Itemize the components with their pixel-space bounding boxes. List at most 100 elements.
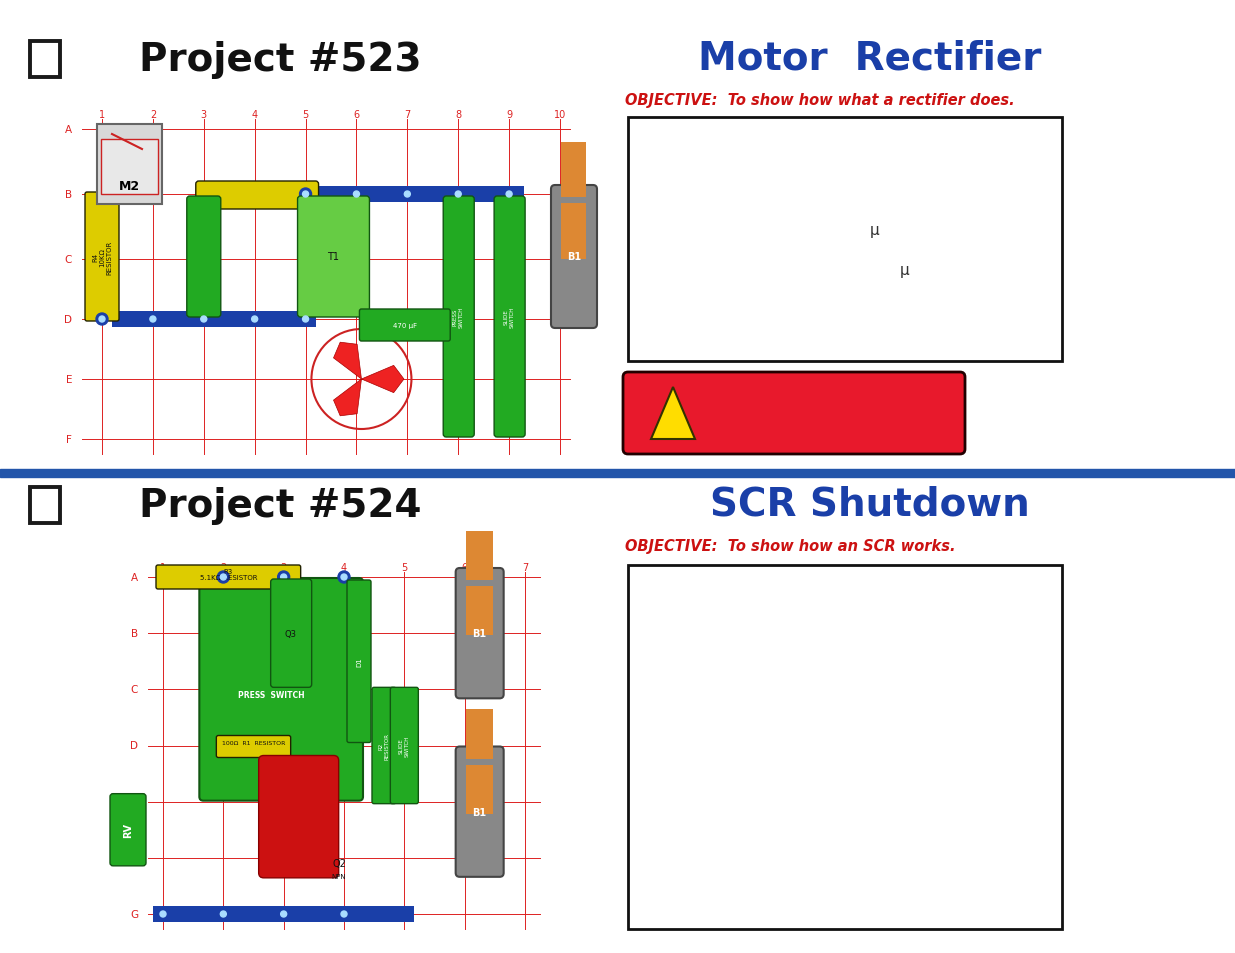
Text: F: F: [132, 853, 138, 862]
Text: 3: 3: [280, 562, 287, 573]
Circle shape: [351, 189, 362, 201]
Text: RV: RV: [124, 822, 133, 838]
Text: G: G: [130, 909, 138, 919]
Circle shape: [99, 316, 105, 323]
FancyBboxPatch shape: [216, 736, 290, 758]
Bar: [30, 42, 61, 78]
Text: PRESS
SWITCH: PRESS SWITCH: [453, 307, 463, 328]
Circle shape: [503, 189, 515, 201]
Circle shape: [220, 911, 226, 917]
Text: μ: μ: [869, 222, 879, 237]
Circle shape: [252, 316, 258, 323]
Text: 1: 1: [99, 110, 105, 120]
Polygon shape: [651, 388, 695, 439]
FancyBboxPatch shape: [456, 747, 504, 877]
Text: 100Ω  R1  RESISTOR: 100Ω R1 RESISTOR: [222, 740, 285, 745]
FancyBboxPatch shape: [494, 196, 525, 437]
Circle shape: [157, 908, 169, 920]
Text: 4: 4: [341, 562, 347, 573]
Text: A: A: [131, 573, 138, 582]
Circle shape: [201, 316, 206, 323]
Text: Project #523: Project #523: [138, 41, 421, 79]
Circle shape: [248, 314, 261, 326]
Text: C: C: [64, 254, 72, 265]
Circle shape: [220, 575, 226, 580]
Circle shape: [338, 908, 350, 920]
FancyBboxPatch shape: [156, 565, 300, 589]
Text: 8: 8: [456, 110, 462, 120]
FancyBboxPatch shape: [372, 688, 396, 803]
Text: R2
RESISTOR: R2 RESISTOR: [379, 732, 389, 760]
Circle shape: [278, 908, 290, 920]
Text: 3: 3: [201, 110, 206, 120]
Text: E: E: [131, 797, 138, 807]
FancyBboxPatch shape: [110, 794, 146, 866]
Bar: [101, 140, 158, 194]
Bar: [310, 187, 524, 203]
Circle shape: [303, 192, 309, 198]
FancyBboxPatch shape: [196, 182, 319, 210]
Bar: [98, 125, 162, 205]
Polygon shape: [362, 366, 404, 394]
Circle shape: [217, 908, 230, 920]
Text: 2: 2: [220, 562, 226, 573]
Bar: [30, 488, 61, 523]
Text: 2: 2: [149, 110, 156, 120]
Text: 7: 7: [522, 562, 529, 573]
Bar: [112, 312, 316, 328]
Bar: [153, 906, 414, 923]
Bar: [466, 531, 493, 580]
Circle shape: [404, 192, 410, 198]
Text: PRESS  SWITCH: PRESS SWITCH: [238, 690, 305, 700]
Circle shape: [198, 314, 210, 326]
Text: F: F: [67, 435, 72, 444]
Text: Q2: Q2: [332, 858, 346, 868]
Bar: [629, 118, 1062, 361]
Bar: [466, 764, 493, 814]
FancyBboxPatch shape: [390, 688, 419, 803]
FancyBboxPatch shape: [622, 373, 965, 455]
Text: B: B: [65, 190, 72, 200]
Circle shape: [300, 314, 311, 326]
Text: 9: 9: [506, 110, 513, 120]
Circle shape: [280, 911, 287, 917]
FancyBboxPatch shape: [298, 196, 369, 317]
Text: OBJECTIVE:  To show how an SCR works.: OBJECTIVE: To show how an SCR works.: [625, 537, 956, 553]
Text: D: D: [130, 740, 138, 751]
Circle shape: [303, 316, 309, 323]
Circle shape: [300, 189, 311, 201]
Text: SLIDE
SWITCH: SLIDE SWITCH: [504, 307, 515, 328]
Bar: [466, 586, 493, 636]
Circle shape: [217, 572, 230, 583]
Text: M2: M2: [119, 180, 140, 193]
Polygon shape: [333, 343, 362, 379]
FancyBboxPatch shape: [199, 578, 363, 801]
Text: 1: 1: [161, 562, 165, 573]
Text: 470 μF: 470 μF: [393, 323, 417, 329]
Circle shape: [149, 316, 156, 323]
Text: NPN: NPN: [332, 873, 346, 879]
Text: E: E: [65, 375, 72, 385]
Text: A: A: [65, 125, 72, 135]
Circle shape: [341, 911, 347, 917]
FancyBboxPatch shape: [258, 756, 338, 878]
FancyBboxPatch shape: [551, 186, 597, 329]
Bar: [561, 142, 585, 198]
Bar: [0, 470, 1235, 477]
Circle shape: [147, 314, 159, 326]
Text: SCR Shutdown: SCR Shutdown: [710, 484, 1030, 522]
Circle shape: [161, 911, 165, 917]
Text: D: D: [64, 314, 72, 325]
Text: 4: 4: [252, 110, 258, 120]
FancyBboxPatch shape: [443, 196, 474, 437]
Bar: [466, 710, 493, 759]
Circle shape: [401, 189, 414, 201]
Text: B1: B1: [473, 629, 487, 639]
Bar: [561, 204, 585, 259]
Circle shape: [278, 572, 290, 583]
Circle shape: [353, 192, 359, 198]
Text: 7: 7: [404, 110, 410, 120]
Text: T1: T1: [327, 253, 340, 262]
FancyBboxPatch shape: [347, 580, 370, 742]
Text: B: B: [131, 629, 138, 639]
